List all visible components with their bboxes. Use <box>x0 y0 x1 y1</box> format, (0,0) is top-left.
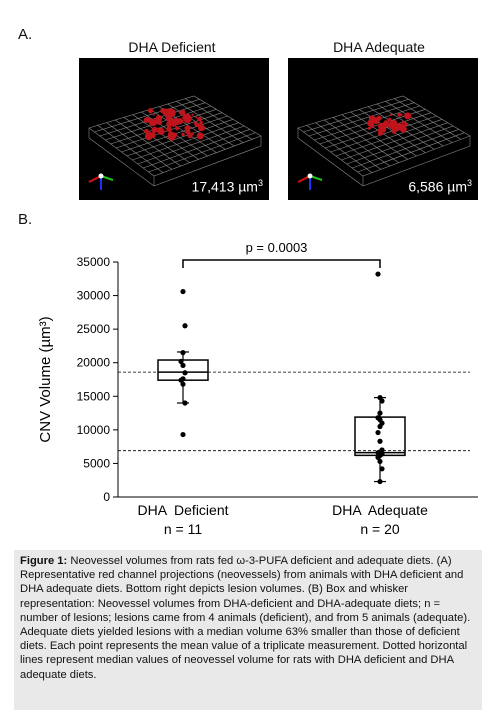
box-whisker-chart: 0 5000 10000 15000 20000 25000 30000 35000 CNV V… <box>37 240 478 537</box>
x-category-label: DHA Deficient <box>137 502 228 518</box>
render-adequate: 6,586 µm3 <box>288 58 478 200</box>
y-tick-label: 35000 <box>77 255 111 269</box>
volume-label-deficient: 17,413 µm3 <box>191 178 263 195</box>
data-point <box>182 370 188 376</box>
data-point <box>377 438 383 444</box>
data-point <box>377 478 383 485</box>
data-point <box>377 458 383 465</box>
data-point <box>379 447 385 453</box>
image-title-deficient: DHA Deficient <box>128 39 216 55</box>
data-point <box>180 288 186 295</box>
significance-bracket <box>182 259 381 268</box>
y-tick-label: 10000 <box>77 423 111 437</box>
data-point <box>180 376 186 382</box>
axis-triad-icon <box>88 173 114 190</box>
caption-label: Figure 1: <box>20 555 68 567</box>
grid-box-deficient <box>88 95 262 190</box>
y-tick-label: 0 <box>103 490 110 504</box>
caption-text: Neovessel volumes from rats fed ω-3-PUFA… <box>20 555 471 681</box>
data-point <box>180 350 186 356</box>
data-point <box>375 429 381 436</box>
data-point <box>377 395 383 401</box>
data-point <box>375 271 381 277</box>
p-value-label: p = 0.0003 <box>246 240 308 255</box>
x-category-label: DHA Adequate <box>332 502 428 518</box>
figure-caption: Figure 1: Neovessel volumes from rats fe… <box>14 550 482 710</box>
y-axis-label: CNV Volume (µm³) <box>37 316 54 442</box>
group-n-label: n = 20 <box>360 521 400 537</box>
y-tick-label: 5000 <box>83 456 110 470</box>
data-point <box>182 400 188 406</box>
y-tick-label: 15000 <box>77 389 111 403</box>
group-n-label: n = 11 <box>164 521 202 537</box>
volume-label-adequate: 6,586 µm3 <box>408 178 472 195</box>
data-point <box>377 410 383 416</box>
render-deficient: 17,413 µm3 <box>79 58 269 200</box>
data-point <box>375 415 381 421</box>
data-point <box>180 431 186 438</box>
data-point <box>180 381 186 387</box>
panel-b-letter: B. <box>18 211 33 228</box>
image-title-adequate: DHA Adequate <box>333 39 425 55</box>
y-tick-label: 25000 <box>77 322 111 336</box>
data-point <box>379 466 385 472</box>
y-tick-label: 30000 <box>77 289 111 303</box>
axis-triad-icon <box>297 173 323 190</box>
data-point <box>182 323 188 329</box>
panel-a-letter: A. <box>18 26 33 43</box>
data-point <box>180 362 186 368</box>
y-tick-label: 20000 <box>77 356 111 370</box>
data-point <box>178 358 184 364</box>
grid-box-adequate <box>297 95 471 190</box>
